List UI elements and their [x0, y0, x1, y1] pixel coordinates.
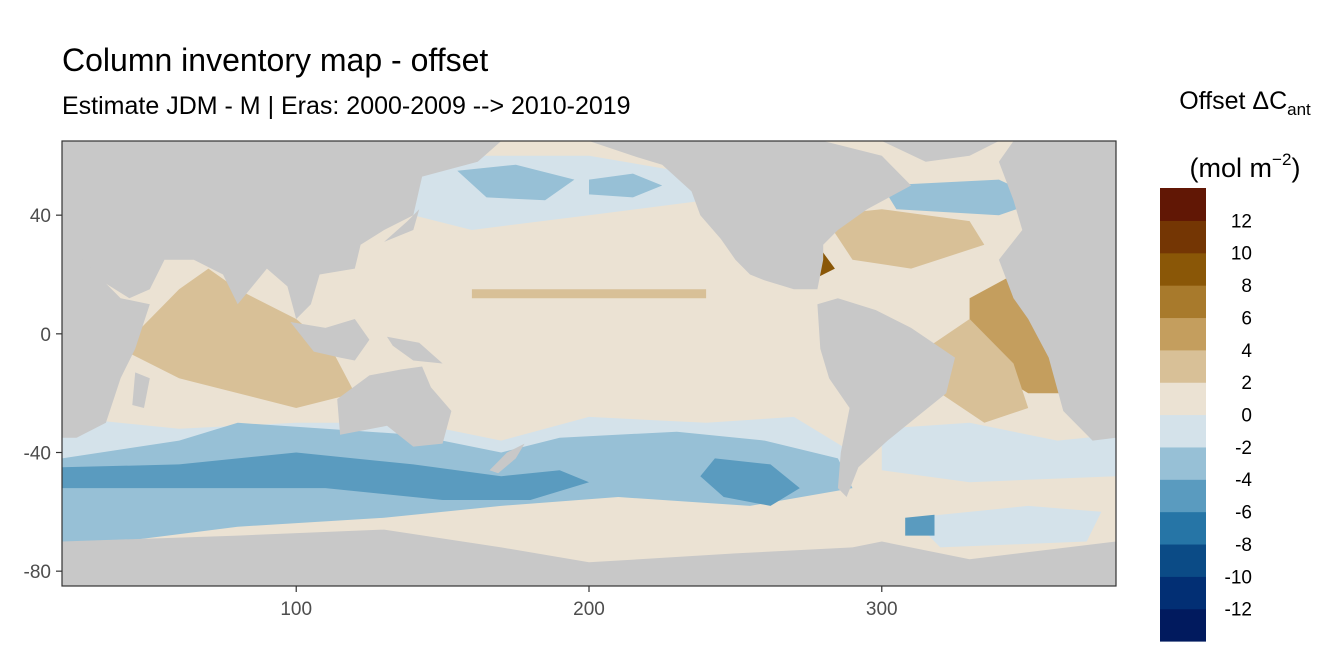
legend-swatch [1160, 576, 1206, 610]
legend-swatch [1160, 317, 1206, 351]
legend-swatch [1160, 479, 1206, 513]
legend-swatch [1160, 608, 1206, 642]
offset-region-pacific-equatorial-band [471, 289, 707, 299]
offset-region-alaska-gyre [589, 173, 663, 198]
offset-region-north-atlantic-west [823, 209, 985, 269]
legend-label: 2 [1241, 373, 1252, 394]
legend-label: -6 [1235, 503, 1252, 524]
x-tick-label: 200 [573, 599, 605, 620]
legend-swatch [1160, 382, 1206, 416]
y-tick-label: 40 [30, 206, 51, 227]
land-africa-europe [998, 141, 1116, 441]
x-axis: 100 200 300 [280, 586, 898, 620]
offset-region-indian-ocean-north [120, 268, 355, 408]
legend-units-superscript: −2 [1272, 150, 1292, 169]
legend-title-subscript: ant [1287, 100, 1311, 119]
legend-swatch [1160, 414, 1206, 448]
legend-label: -2 [1235, 438, 1252, 459]
chart-title: Column inventory map - offset [62, 42, 489, 78]
legend: 12 10 8 6 4 2 0 -2 -4 -6 -8 -10 -12 [1160, 188, 1252, 642]
y-tick-label: -80 [24, 562, 51, 583]
offset-region-south-atlantic-light [881, 422, 1116, 483]
legend-swatch [1160, 252, 1206, 286]
y-tick-label: 0 [40, 325, 51, 346]
legend-swatch [1160, 188, 1206, 221]
legend-units-close: ) [1291, 153, 1301, 183]
offset-region-south-pacific-patch [700, 458, 800, 506]
legend-label: -8 [1235, 535, 1252, 556]
y-axis: 40 0 -40 -80 [24, 206, 62, 583]
legend-swatch [1160, 543, 1206, 577]
legend-label: 0 [1241, 406, 1252, 427]
land-south-america [817, 298, 955, 497]
legend-title: Offset ΔCant (mol m−2) [1150, 84, 1340, 185]
land-antarctica [62, 529, 1116, 586]
legend-label: -10 [1225, 567, 1252, 588]
land-new-zealand [489, 443, 525, 474]
chart-subtitle: Estimate JDM - M | Eras: 2000-2009 --> 2… [62, 92, 631, 120]
map-panel [62, 141, 1116, 586]
legend-label: 10 [1231, 244, 1252, 265]
legend-title-line1: Offset ΔC [1179, 87, 1288, 115]
x-tick-label: 300 [866, 599, 898, 620]
offset-region-north-pacific-blue [457, 164, 575, 201]
legend-label: 6 [1241, 308, 1252, 329]
legend-label: 12 [1231, 211, 1252, 232]
land-australia [337, 366, 452, 447]
offset-region-north-atlantic-blue [881, 179, 1043, 216]
offset-region-weddell-deep [905, 514, 935, 536]
offset-region-southern-ocean-deep-band [62, 452, 589, 500]
land-greenland [881, 141, 999, 162]
offset-region-weddell-patch [911, 505, 1102, 548]
legend-swatch [1160, 511, 1206, 545]
offset-region-tropical-atlantic-margin [925, 319, 1029, 423]
legend-swatch [1160, 446, 1206, 480]
land-indonesia [290, 319, 370, 361]
legend-label: 8 [1241, 276, 1252, 297]
legend-swatch [1160, 220, 1206, 254]
x-tick-label: 100 [280, 599, 312, 620]
legend-swatch [1160, 349, 1206, 383]
legend-label: 4 [1241, 341, 1252, 362]
legend-label: -4 [1235, 470, 1252, 491]
land-papua [387, 336, 443, 364]
land-japan [384, 209, 420, 242]
legend-label: -12 [1225, 600, 1252, 621]
land-madagascar [132, 372, 150, 408]
land-africa-east [62, 238, 150, 438]
land-north-america [589, 141, 912, 290]
legend-units-text: (mol m [1189, 153, 1273, 183]
land-asia [62, 141, 502, 319]
legend-units: (mol m−2) [1150, 143, 1340, 185]
y-tick-label: -40 [24, 444, 51, 465]
legend-swatch [1160, 285, 1206, 319]
